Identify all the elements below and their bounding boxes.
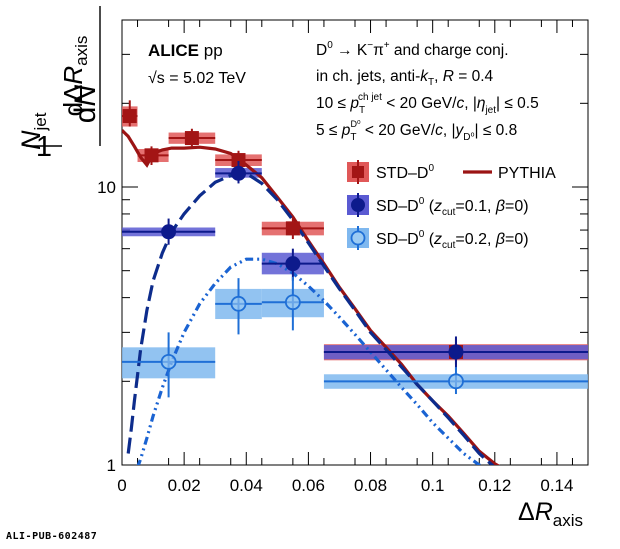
data-point-0: [122, 109, 137, 124]
legend-sd02-label: SD–D0 (zcut=0.2, β=0): [376, 229, 529, 251]
y-tick-label: 1: [107, 456, 116, 475]
y-title-njet: Njet: [16, 112, 50, 150]
x-tick-label: 0.06: [292, 476, 325, 495]
experiment-label: ALICE pp: [148, 41, 223, 60]
publication-id: ALI-PUB-602487: [6, 531, 98, 542]
data-point-1: [448, 344, 464, 360]
x-tick-label: 0.02: [168, 476, 201, 495]
energy-label: √s = 5.02 TeV: [148, 70, 246, 87]
y-tick-label: 10: [97, 178, 116, 197]
data-marks: [122, 100, 588, 465]
data-point-0: [144, 148, 159, 163]
axis-ticks: 0 0.02 0.04 0.06 0.08 0.1 0.12 0.14 1 10: [97, 20, 588, 495]
data-point-0: [184, 131, 199, 146]
x-tick-label: 0.04: [230, 476, 263, 495]
data-point-0: [231, 153, 246, 168]
legend-sd01-marker: [351, 198, 365, 212]
data-point-1: [285, 256, 301, 272]
data-point-1: [161, 224, 177, 240]
legend-std-marker: [352, 166, 364, 178]
x-tick-label: 0.14: [540, 476, 573, 495]
jet-label: in ch. jets, anti-kT, R = 0.4: [316, 68, 494, 88]
data-point-2: [284, 294, 301, 311]
d0-pt-label: 5 ≤ pTD⁰ < 20 GeV/c, |yD⁰| ≤ 0.8: [316, 119, 517, 143]
decay-label: D0 → K−π+ and charge conj.: [316, 40, 509, 59]
data-point-2: [448, 373, 464, 390]
legend: STD–D0 PYTHIA SD–D0 (zcut=0.1, β=0) SD–D0 (…: [347, 160, 556, 251]
x-axis-title: ΔRaxis: [518, 498, 583, 530]
legend-std-label: STD–D0: [376, 163, 434, 182]
y-title-dn: dN: [69, 84, 102, 123]
legend-sd01-label: SD–D0 (zcut=0.1, β=0): [376, 196, 529, 218]
legend-pythia-label: PYTHIA: [498, 165, 556, 182]
data-point-0: [285, 221, 300, 236]
curve-line-1: [126, 171, 495, 465]
data-point-2: [230, 295, 247, 312]
x-tick-label: 0: [117, 476, 126, 495]
x-tick-label: 0.08: [354, 476, 387, 495]
legend-sd02-marker: [350, 230, 366, 246]
x-tick-label: 0.12: [478, 476, 511, 495]
y-title-one: 1: [36, 131, 52, 163]
y-axis-title: 1 Njet dN dΔRaxis: [16, 6, 102, 163]
data-point-1: [231, 165, 246, 181]
y-title-ddr: dΔRaxis: [58, 36, 91, 117]
x-tick-label: 0.1: [421, 476, 445, 495]
annotations: ALICE pp √s = 5.02 TeV D0 → K−π+ and cha…: [148, 40, 539, 143]
jet-pt-label: 10 ≤ pTch jet < 20 GeV/c, |ηjet| ≤ 0.5: [316, 92, 539, 116]
data-point-2: [160, 353, 177, 370]
